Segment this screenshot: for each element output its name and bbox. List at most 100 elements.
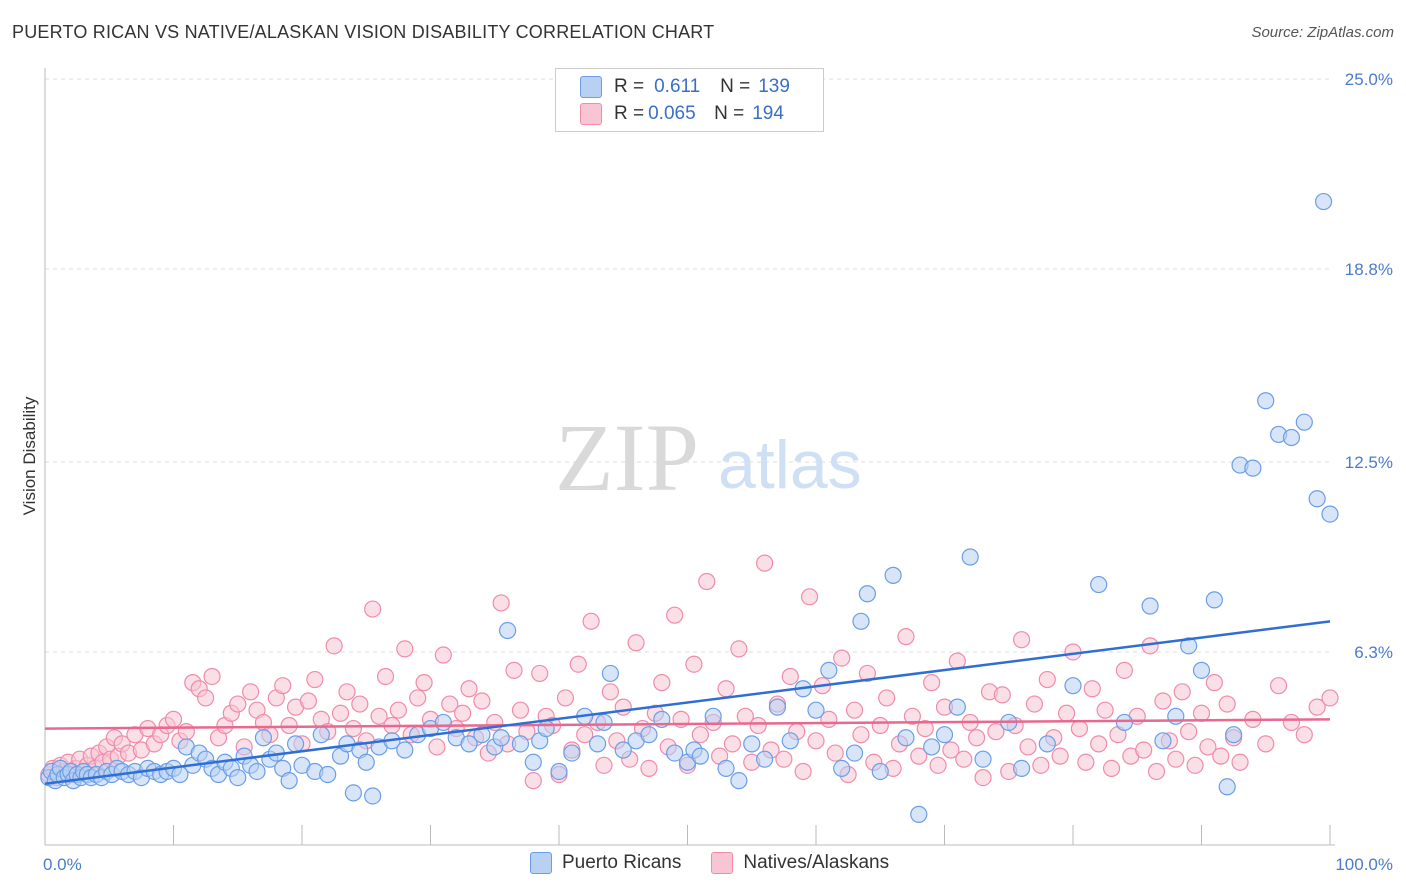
- x-tick-label: 0.0%: [43, 855, 82, 874]
- data-point: [325, 637, 343, 655]
- data-point: [1154, 692, 1172, 710]
- data-point: [306, 670, 324, 689]
- data-point: [1154, 732, 1172, 750]
- data-point: [871, 762, 889, 781]
- data-point: [1192, 661, 1211, 679]
- data-point: [730, 640, 748, 658]
- y-tick-label: 25.0%: [1345, 70, 1393, 89]
- data-point: [614, 698, 632, 716]
- chart-title: PUERTO RICAN VS NATIVE/ALASKAN VISION DI…: [12, 22, 715, 42]
- data-point: [1147, 762, 1166, 781]
- series-legend: Puerto Ricans Natives/Alaskans: [530, 852, 919, 874]
- data-point: [640, 759, 658, 778]
- data-point: [441, 695, 459, 713]
- data-point: [556, 689, 575, 707]
- data-point: [1308, 698, 1326, 716]
- data-point: [916, 719, 934, 738]
- data-point: [1199, 738, 1217, 756]
- data-point: [164, 710, 183, 728]
- x-tick-label: 100.0%: [1335, 855, 1393, 874]
- data-point: [338, 683, 356, 701]
- data-point: [550, 762, 568, 781]
- y-tick-label: 6.3%: [1354, 643, 1393, 662]
- data-point: [389, 701, 407, 719]
- data-point: [434, 713, 452, 732]
- data-point: [1057, 704, 1076, 722]
- trend-line-natives-alaskans: [44, 718, 1331, 730]
- data-point: [563, 744, 581, 762]
- data-point: [807, 732, 825, 750]
- data-point: [229, 768, 247, 787]
- data-point: [698, 572, 716, 591]
- data-point: [537, 719, 555, 738]
- data-point: [1096, 701, 1114, 719]
- data-point: [569, 655, 587, 673]
- data-point: [903, 707, 921, 725]
- data-point: [576, 726, 594, 744]
- data-point: [415, 674, 433, 692]
- data-point: [1038, 735, 1056, 753]
- legend-row-natives-alaskans: R = 0.065 N = 194: [580, 102, 784, 126]
- data-point: [492, 729, 510, 747]
- data-point: [331, 704, 350, 722]
- data-point: [653, 674, 671, 692]
- data-point: [948, 698, 966, 716]
- data-point: [274, 677, 292, 695]
- data-point: [775, 750, 793, 768]
- data-point: [595, 756, 613, 774]
- data-point: [871, 716, 889, 735]
- data-point: [1321, 689, 1339, 707]
- data-point: [968, 729, 986, 747]
- data-point: [1314, 192, 1333, 211]
- data-point: [242, 683, 260, 701]
- data-point: [1257, 735, 1275, 753]
- data-point: [524, 753, 542, 771]
- data-point: [280, 772, 298, 790]
- data-point: [1295, 413, 1313, 431]
- data-point: [666, 744, 684, 762]
- data-point: [858, 664, 877, 683]
- data-point: [1212, 747, 1230, 765]
- data-point: [923, 738, 941, 756]
- data-point: [531, 664, 549, 683]
- data-point: [473, 726, 491, 744]
- data-point: [627, 634, 645, 652]
- data-point: [344, 719, 362, 738]
- data-point: [897, 628, 915, 646]
- data-point: [1205, 591, 1223, 609]
- y-tick-label: 12.5%: [1345, 453, 1393, 472]
- chart-source: Source: ZipAtlas.com: [1251, 24, 1394, 41]
- data-point: [312, 726, 330, 744]
- data-point: [1218, 778, 1236, 796]
- legend-r-value: 0.611: [654, 76, 701, 97]
- data-point: [1257, 392, 1275, 410]
- data-point: [505, 661, 523, 679]
- data-point: [1308, 490, 1326, 508]
- data-point: [280, 716, 298, 735]
- data-point: [704, 707, 722, 725]
- data-point: [1012, 759, 1031, 778]
- data-point: [1019, 738, 1037, 756]
- data-point: [755, 554, 774, 572]
- data-point: [961, 548, 979, 566]
- data-point: [364, 787, 382, 805]
- legend-item-puerto-ricans: Puerto Ricans: [530, 852, 681, 874]
- data-point: [595, 713, 613, 732]
- data-point: [492, 594, 510, 612]
- data-point: [299, 692, 318, 710]
- tick-labels: 6.3% 12.5% 18.8% 25.0% 0.0% 100.0%: [43, 70, 1393, 874]
- data-point: [878, 689, 896, 707]
- legend-row-puerto-ricans: R = 0.611 N = 139: [580, 75, 790, 99]
- data-point: [1064, 677, 1082, 695]
- data-point: [1135, 741, 1153, 759]
- data-point: [852, 612, 870, 630]
- data-point: [1269, 677, 1288, 695]
- data-point: [460, 680, 478, 698]
- data-point: [1032, 756, 1050, 774]
- data-point: [197, 689, 215, 707]
- legend-item-natives-alaskans: Natives/Alaskans: [711, 852, 889, 874]
- legend-swatch-pink: [711, 852, 734, 874]
- data-point: [454, 704, 472, 722]
- data-point: [884, 566, 902, 584]
- legend-r-label: R =: [614, 103, 645, 124]
